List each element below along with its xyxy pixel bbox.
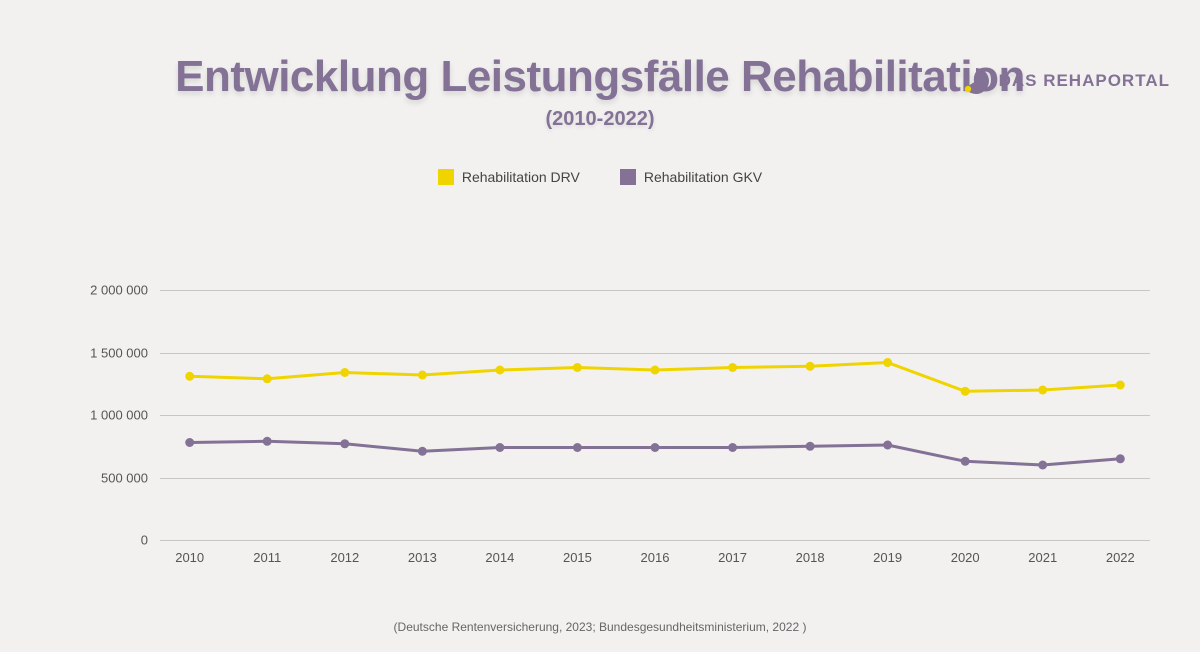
series-marker [185,372,194,381]
legend-label: Rehabilitation DRV [462,169,580,185]
series-marker [651,366,660,375]
y-tick-label: 500 000 [101,470,160,485]
x-tick-label: 2016 [641,550,670,565]
source-footnote: (Deutsche Rentenversicherung, 2023; Bund… [0,620,1200,634]
series-marker [340,368,349,377]
x-tick-label: 2015 [563,550,592,565]
series-marker [806,362,815,371]
legend-label: Rehabilitation GKV [644,169,762,185]
series-marker [1038,461,1047,470]
series-marker [651,443,660,452]
gridline [160,540,1150,541]
legend-item: Rehabilitation GKV [620,169,762,185]
y-tick-label: 0 [141,533,160,548]
y-tick-label: 2 000 000 [90,283,160,298]
x-axis: 2010 2011 2012 2013 2014 2015 2016 2017 2018 2019… [160,546,1150,570]
legend: Rehabilitation DRV Rehabilitation GKV [0,169,1200,185]
series-marker [495,366,504,375]
x-tick-label: 2020 [951,550,980,565]
chart: 0500 0001 000 0001 500 0002 000 000 2010… [90,290,1160,570]
series-marker [883,441,892,450]
y-tick-label: 1 500 000 [90,345,160,360]
chart-subtitle: (2010-2022) [0,108,1200,131]
x-tick-label: 2018 [796,550,825,565]
x-tick-label: 2011 [253,550,281,565]
plot-area: 0500 0001 000 0001 500 0002 000 000 [160,290,1150,540]
series-marker [806,442,815,451]
brand-logo: DAS REHAPORTAL [961,66,1170,96]
series-marker [1116,381,1125,390]
series-marker [263,374,272,383]
y-tick-label: 1 000 000 [90,408,160,423]
x-tick-label: 2019 [873,550,902,565]
series-marker [1038,386,1047,395]
series-marker [573,443,582,452]
series-marker [418,447,427,456]
gridline [160,353,1150,354]
gridline [160,415,1150,416]
x-tick-label: 2014 [485,550,514,565]
legend-swatch [620,169,636,185]
x-tick-label: 2013 [408,550,437,565]
x-tick-label: 2010 [175,550,204,565]
series-marker [495,443,504,452]
series-marker [573,363,582,372]
series-marker [263,437,272,446]
series-marker [728,443,737,452]
series-marker [728,363,737,372]
x-tick-label: 2022 [1106,550,1135,565]
series-marker [340,439,349,448]
brand-logo-mark [961,66,991,96]
series-marker [1116,454,1125,463]
x-tick-label: 2012 [330,550,359,565]
legend-swatch [438,169,454,185]
series-marker [961,457,970,466]
series-marker [418,371,427,380]
brand-logo-text: DAS REHAPORTAL [999,71,1170,91]
legend-item: Rehabilitation DRV [438,169,580,185]
series-marker [961,387,970,396]
gridline [160,290,1150,291]
x-tick-label: 2017 [718,550,747,565]
x-tick-label: 2021 [1028,550,1057,565]
series-marker [185,438,194,447]
gridline [160,478,1150,479]
series-marker [883,358,892,367]
